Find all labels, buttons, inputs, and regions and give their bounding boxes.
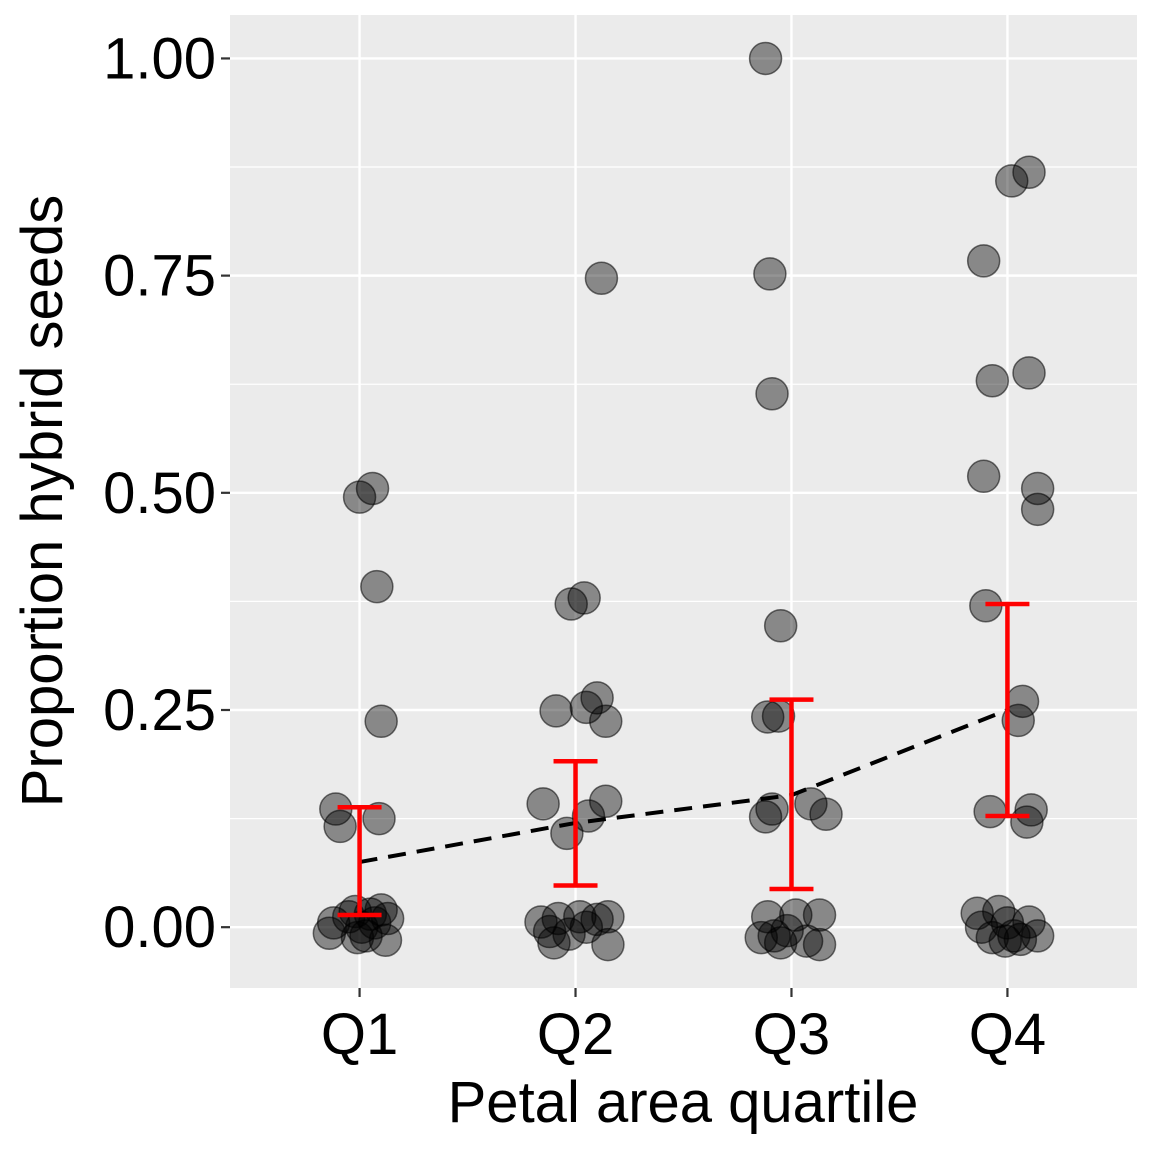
data-point [1003,922,1038,957]
x-tick-label: Q3 [753,1002,830,1067]
data-point [362,801,396,836]
data-point [368,923,403,957]
data-point [355,471,390,506]
mean-trend-line [359,708,1009,864]
data-point [982,894,1016,929]
data-point [589,704,623,739]
error-bar-q3 [769,697,814,892]
data-point [988,924,1023,958]
y-tick-label: 0.75 [103,244,216,309]
data-point [340,920,375,955]
data-point [770,913,804,948]
data-point [809,797,843,831]
y-axis-title: Proportion hybrid seeds [10,195,75,808]
data-point [755,377,789,411]
y-tick-label: 0.50 [103,461,216,526]
data-point [750,700,785,734]
data-point [802,927,837,962]
data-point [1010,805,1044,839]
data-point [569,690,604,725]
data-point [552,917,586,951]
y-tick-label: 0.00 [103,895,216,960]
x-tick-label: Q4 [969,1002,1046,1067]
y-tick-label: 0.25 [103,678,216,743]
x-axis-title: Petal area quartile [448,1070,919,1135]
data-point [589,784,623,818]
data-point [763,608,798,643]
error-bar-q2 [553,759,598,888]
x-tick-label: Q2 [537,1002,614,1067]
data-point [1020,492,1055,527]
data-point [580,902,614,937]
data-point [1020,919,1055,953]
data-point [975,363,1010,398]
data-point [360,569,394,604]
data-point [966,459,1001,494]
data-point [973,794,1007,829]
data-point [802,898,837,932]
data-point [1012,155,1046,189]
data-point [526,787,560,821]
data-point [1020,471,1055,506]
x-tick-label: Q1 [321,1002,398,1067]
error-bar-q4 [985,601,1030,819]
trend-line [359,708,1009,864]
data-point [779,898,813,932]
data-point [323,809,357,844]
data-point [364,893,398,927]
data-point [539,694,573,728]
y-tick-label: 1.00 [103,26,216,91]
data-point [364,704,398,739]
data-point [744,920,778,955]
data-point [755,792,789,826]
error-bars [337,601,1030,918]
data-point [584,261,619,295]
x-axis: Q1 Q2 Q3 Q4 [321,988,1046,1067]
data-point [748,41,783,76]
data-point [312,916,347,951]
data-point [966,244,1001,278]
data-point [1012,356,1046,390]
data-point [591,900,625,934]
data-point [757,919,791,953]
data-point [997,919,1031,953]
error-bar-q1 [337,805,382,918]
data-point [994,164,1029,198]
data-point [563,900,597,934]
data-point [591,927,625,962]
data-point [571,799,606,833]
data-point [1001,703,1035,738]
data-points [312,41,1055,962]
data-point [753,257,787,291]
data-point [567,581,601,615]
y-axis: 0.00 0.25 0.50 0.75 1.00 [103,26,230,960]
data-point [370,901,405,936]
